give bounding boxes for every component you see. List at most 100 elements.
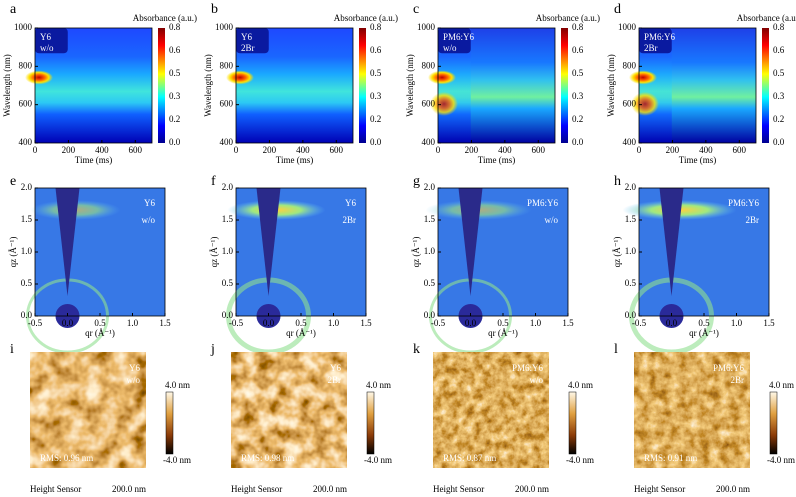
x-axis-label: qr (Å⁻¹)	[85, 328, 115, 338]
x-tick-label: 1.0	[127, 318, 139, 328]
x-tick-label: 0.0	[465, 318, 477, 328]
y-tick-label: 1000	[14, 22, 33, 32]
y-tick-label: 1.0	[625, 246, 637, 256]
height-min: -4.0 nm	[566, 455, 594, 465]
y-tick-label: 800	[623, 60, 637, 70]
colorbar-tick-label: 0.6	[773, 45, 785, 55]
colorbar-tick-label: 0.8	[169, 22, 181, 32]
height-bar	[568, 391, 577, 455]
footer-left: Height Sensor	[30, 484, 81, 494]
footer-right: 200.0 nm	[515, 484, 549, 494]
x-tick-label: 1.5	[159, 318, 171, 328]
y-axis-label: qz (Å⁻¹)	[209, 237, 219, 268]
y-tick-label: 0.5	[625, 278, 637, 288]
sample-label: PM6:Y6	[713, 363, 745, 373]
x-tick-label: 600	[330, 145, 344, 155]
frame	[437, 27, 556, 144]
colorbar-tick-label: 0.2	[169, 114, 180, 124]
panel-letter: k	[413, 342, 420, 357]
x-tick-label: -0.5	[229, 318, 244, 328]
colorbar-tick-label: 0.6	[370, 45, 382, 55]
peak	[629, 70, 657, 85]
sample-label: w/o	[127, 375, 141, 385]
panel-letter: a	[10, 2, 17, 17]
y-tick-label: 400	[422, 137, 436, 147]
sample-label: Y6	[330, 363, 341, 373]
x-axis-label: Time (ms)	[679, 155, 716, 165]
y-tick-label: 0.5	[21, 278, 33, 288]
height-bar	[165, 391, 174, 455]
y-axis-label: qz (Å⁻¹)	[8, 237, 18, 268]
x-tick-label: 1.0	[530, 318, 542, 328]
heatmap-dark	[35, 28, 68, 54]
colorbar-tick-label: 0.8	[572, 22, 584, 32]
colorbar-tick-label: 0.2	[370, 114, 381, 124]
y-tick-label: 600	[422, 99, 436, 109]
y-tick-label: 2.0	[21, 182, 33, 192]
frame	[638, 27, 757, 144]
x-tick-label: 200	[62, 145, 76, 155]
y-tick-label: 600	[220, 99, 234, 109]
y-tick-label: 800	[220, 60, 234, 70]
afm-image	[30, 352, 146, 468]
panel-letter: d	[614, 2, 621, 17]
height-max: 4.0 nm	[165, 380, 190, 390]
sample-label: 2Br	[343, 215, 357, 225]
colorbar-tick-label: 0.3	[572, 91, 584, 101]
y-tick-label: 400	[220, 137, 234, 147]
sample-label: 2Br	[746, 215, 760, 225]
sample-label: w/o	[142, 215, 156, 225]
sample-label: Y6	[345, 198, 356, 208]
missing-wedge	[458, 188, 483, 296]
sample-label: w/o	[530, 375, 544, 385]
afm-image	[634, 352, 750, 468]
y-tick-label: 800	[19, 60, 33, 70]
colorbar-tick-label: 0.6	[572, 45, 584, 55]
colorbar-tick-label: 0.0	[572, 137, 584, 147]
y-tick-label: 0.5	[424, 278, 436, 288]
peak	[430, 91, 458, 116]
y-tick-label: 1.5	[21, 214, 33, 224]
x-tick-label: 0	[436, 145, 441, 155]
colorbar-tick-label: 0.5	[370, 68, 382, 78]
sample-label: PM6:Y6	[527, 198, 559, 208]
y-tick-label: 400	[19, 137, 33, 147]
y-tick-label: 0.0	[222, 310, 234, 320]
y-tick-label: 2.0	[625, 182, 637, 192]
sample-label: 2Br	[241, 43, 255, 53]
y-tick-label: 0.0	[21, 310, 33, 320]
sample-label: w/o	[545, 215, 559, 225]
sample-label: 2Br	[644, 43, 658, 53]
x-tick-label: 1.5	[360, 318, 372, 328]
x-tick-label: -0.5	[431, 318, 446, 328]
y-tick-label: 600	[623, 99, 637, 109]
y-tick-label: 0.5	[222, 278, 234, 288]
y-tick-label: 1000	[215, 22, 234, 32]
y-tick-label: 1.0	[424, 246, 436, 256]
colorbar-title: Absorbance (a.u.)	[133, 13, 197, 23]
y-tick-label: 2.0	[222, 182, 234, 192]
colorbar	[359, 28, 366, 143]
footer-right: 200.0 nm	[112, 484, 146, 494]
x-tick-label: 0.0	[666, 318, 678, 328]
footer-right: 200.0 nm	[716, 484, 750, 494]
panel-letter: b	[211, 2, 218, 17]
x-tick-label: -0.5	[632, 318, 647, 328]
footer-right: 200.0 nm	[313, 484, 347, 494]
sample-label: w/o	[40, 43, 54, 53]
x-tick-label: 0	[234, 145, 239, 155]
footer-left: Height Sensor	[433, 484, 484, 494]
sample-label: 2Br	[328, 375, 342, 385]
x-axis-label: Time (ms)	[276, 155, 313, 165]
x-tick-label: 0.5	[295, 318, 307, 328]
y-tick-label: 2.0	[424, 182, 436, 192]
sample-label: PM6:Y6	[512, 363, 544, 373]
panel-letter: g	[413, 174, 420, 189]
x-tick-label: 200	[263, 145, 277, 155]
sample-label: 2Br	[731, 375, 745, 385]
colorbar-tick-label: 0.5	[169, 68, 181, 78]
panel-letter: l	[614, 342, 618, 357]
sample-label: PM6:Y6	[728, 198, 760, 208]
heatmap-dark	[236, 28, 269, 54]
